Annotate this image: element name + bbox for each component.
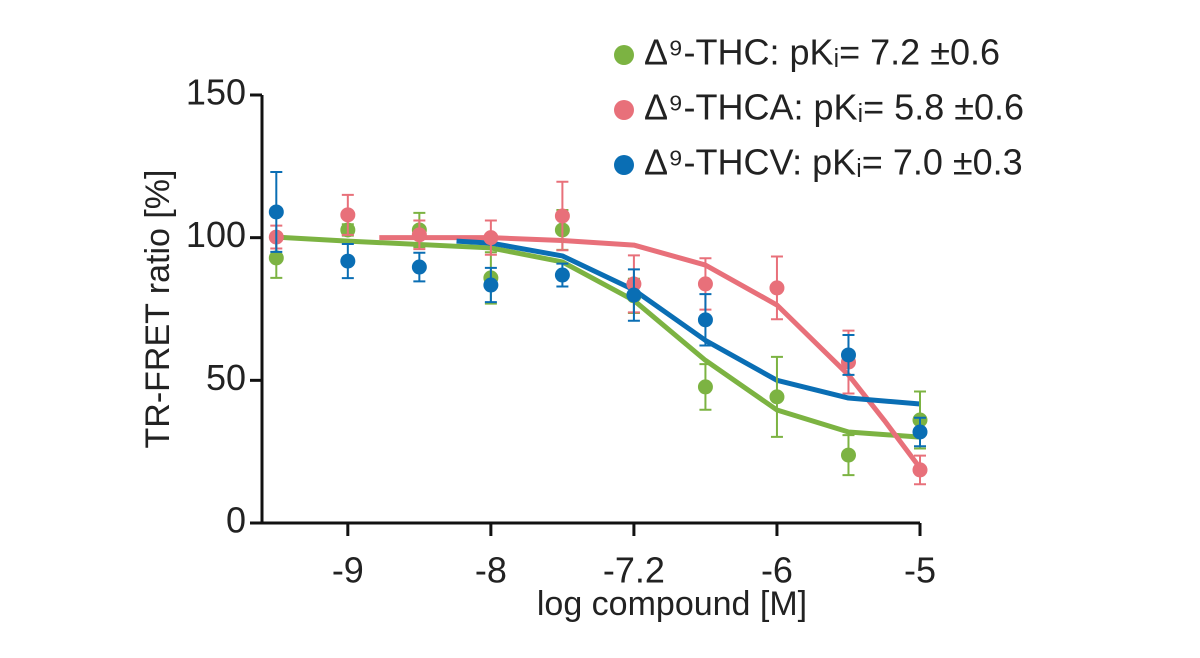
y-tick-label: 150 [186,72,246,113]
data-point [840,347,856,363]
data-point [697,312,713,328]
y-tick-label: 100 [186,214,246,255]
fit-curve [456,238,921,407]
data-point [268,250,284,266]
data-point [769,280,785,296]
legend-label: Δ⁹-THC: pKᵢ= 7.2 ±0.6 [644,32,1000,73]
fit-curve [379,235,922,470]
x-tick-label: -7.2 [603,550,665,591]
data-point [697,276,713,292]
data-point [554,267,570,283]
legend-marker [614,155,634,175]
data-point [769,389,785,405]
data-point [626,287,642,303]
x-axis-label: log compound [M] [537,585,807,623]
legend-label: Δ⁹-THCV: pKᵢ= 7.0 ±0.3 [644,142,1023,183]
data-point [912,424,928,440]
x-tick-label: -9 [332,550,364,591]
data-point [840,447,856,463]
data-point [483,277,499,293]
data-point [411,259,427,275]
legend-label: Δ⁹-THCA: pKᵢ= 5.8 ±0.6 [644,87,1024,128]
legend-marker [614,100,634,120]
x-tick-label: -6 [761,550,793,591]
data-point [554,208,570,224]
data-point [411,227,427,243]
legend-marker [614,45,634,65]
fit-curve [276,234,921,440]
x-tick-label: -5 [904,550,936,591]
data-point [340,207,356,223]
x-tick-label: -8 [475,550,507,591]
y-tick-label: 0 [226,500,246,541]
data-point [483,230,499,246]
y-axis-label: TR-FRET ratio [%] [139,170,177,449]
data-point [912,462,928,478]
data-point [697,379,713,395]
data-point [268,204,284,220]
y-tick-label: 50 [206,357,246,398]
data-point [340,253,356,269]
